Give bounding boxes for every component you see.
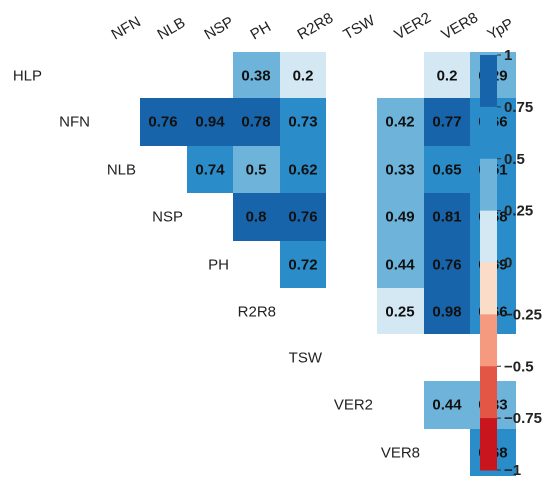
cell-hlp-r2r8: [280, 52, 326, 98]
colorbar-segment: [480, 262, 497, 315]
cell-nsp-ver8: [424, 193, 470, 241]
cell-nlb-ver2: [377, 146, 424, 193]
cell-value-r2r8-ver8: 0.98: [432, 304, 461, 321]
cell-value-ph-r2r8: 0.72: [288, 257, 317, 274]
cell-value-nfn-r2r8: 0.73: [288, 114, 317, 131]
cell-value-nfn-ver8: 0.77: [432, 114, 461, 131]
cell-value-nlb-ph: 0.5: [246, 162, 267, 179]
colorbar-segment: [480, 314, 497, 367]
cell-nfn-nsp: [187, 98, 233, 146]
cell-value-nfn-nsp: 0.94: [195, 114, 225, 131]
cell-value-nsp-ver2: 0.49: [385, 209, 414, 226]
cell-value-ph-ver2: 0.44: [385, 257, 415, 274]
cell-ph-ver8: [424, 241, 470, 288]
cell-nsp-ver2: [377, 193, 424, 241]
column-label-nlb: NLB: [155, 14, 189, 43]
cell-ph-ver2: [377, 241, 424, 288]
cell-nlb-nsp: [187, 146, 233, 193]
row-label-ph: PH: [208, 257, 229, 274]
colorbar-segment: [480, 55, 497, 108]
column-label-ver8: VER8: [439, 9, 481, 43]
cell-value-nlb-ver8: 0.65: [432, 162, 461, 179]
colorbar-tick-label: 0.75: [504, 99, 533, 116]
colorbar-tick-label: 0: [504, 255, 512, 272]
cell-nlb-r2r8: [280, 146, 326, 193]
cell-value-nlb-nsp: 0.74: [195, 162, 225, 179]
column-label-tsw: TSW: [341, 12, 379, 44]
column-label-nfn: NFN: [109, 13, 144, 43]
cell-ph-r2r8: [280, 241, 326, 288]
cell-value-hlp-ph: 0.38: [241, 68, 270, 85]
cell-value-ver2-ver8: 0.44: [432, 397, 462, 414]
cell-value-r2r8-ver2: 0.25: [385, 304, 414, 321]
column-labels: NFN NLB NSP PH R2R8 TSW VER2 VER8 YpP: [109, 9, 517, 43]
cell-nsp-r2r8: [280, 193, 326, 241]
cell-hlp-ver8: [424, 52, 470, 98]
cell-value-nfn-ph: 0.78: [241, 114, 270, 131]
cell-value-nsp-ver8: 0.81: [432, 209, 461, 226]
colorbar-segment: [480, 106, 497, 160]
column-label-nsp: NSP: [202, 13, 237, 43]
cell-nsp-ph: [233, 193, 280, 241]
cell-value-hlp-r2r8: 0.2: [293, 68, 314, 85]
cell-value-nfn-ver2: 0.42: [385, 114, 414, 131]
column-label-ph: PH: [248, 18, 275, 43]
cell-value-hlp-ver8: 0.2: [437, 68, 458, 85]
heatmap-cells: 0.380.20.20.290.760.940.780.730.420.770.…: [140, 52, 516, 476]
cell-nlb-ph: [233, 146, 280, 193]
colorbar-tick-label: −0.5: [504, 358, 534, 375]
cell-nfn-ver2: [377, 98, 424, 146]
colorbar-segment: [480, 210, 497, 263]
colorbar-segment: [480, 158, 497, 212]
cell-nfn-ph: [233, 98, 280, 146]
colorbar-tick-label: 0.25: [504, 203, 533, 220]
row-label-r2r8: R2R8: [238, 304, 276, 321]
colorbar-tick-label: −0.25: [504, 306, 542, 323]
colorbar: 1 0.75 0.5 0.25 0 −0.25 −0.5 −0.75 −1: [480, 47, 542, 479]
cell-ver2-ver8: [424, 381, 470, 429]
column-label-ver2: VER2: [392, 9, 434, 43]
colorbar-tick-label: −0.75: [504, 410, 542, 427]
cell-value-nfn-nlb: 0.76: [148, 114, 177, 131]
cell-nlb-ver8: [424, 146, 470, 193]
row-label-nsp: NSP: [152, 209, 183, 226]
row-label-nlb: NLB: [107, 162, 136, 179]
cell-nfn-r2r8: [280, 98, 326, 146]
colorbar-tick-label: −1: [504, 462, 521, 479]
row-labels: HLP NFN NLB NSP PH R2R8 TSW VER2 VER8: [13, 68, 420, 462]
cell-hlp-ph: [233, 52, 280, 98]
colorbar-segment: [480, 418, 497, 471]
row-label-ver2: VER2: [334, 397, 373, 414]
colorbar-tick-label: 0.5: [504, 151, 525, 168]
cell-value-ph-ver8: 0.76: [432, 257, 461, 274]
cell-value-nlb-ver2: 0.33: [385, 162, 414, 179]
cell-r2r8-ver2: [377, 288, 424, 334]
column-label-r2r8: R2R8: [295, 10, 337, 44]
cell-value-nlb-r2r8: 0.62: [288, 162, 317, 179]
cell-value-nsp-r2r8: 0.76: [288, 209, 317, 226]
row-label-ver8: VER8: [381, 445, 420, 462]
cell-value-nsp-ph: 0.8: [246, 209, 267, 226]
colorbar-segment: [480, 366, 497, 419]
row-label-nfn: NFN: [59, 114, 90, 131]
cell-r2r8-ver8: [424, 288, 470, 334]
cell-nfn-ver8: [424, 98, 470, 146]
row-label-tsw: TSW: [289, 350, 323, 367]
colorbar-tick-label: 1: [504, 47, 512, 64]
column-label-ypp: YpP: [485, 15, 517, 43]
cell-nfn-nlb: [140, 98, 187, 146]
row-label-hlp: HLP: [13, 68, 42, 85]
